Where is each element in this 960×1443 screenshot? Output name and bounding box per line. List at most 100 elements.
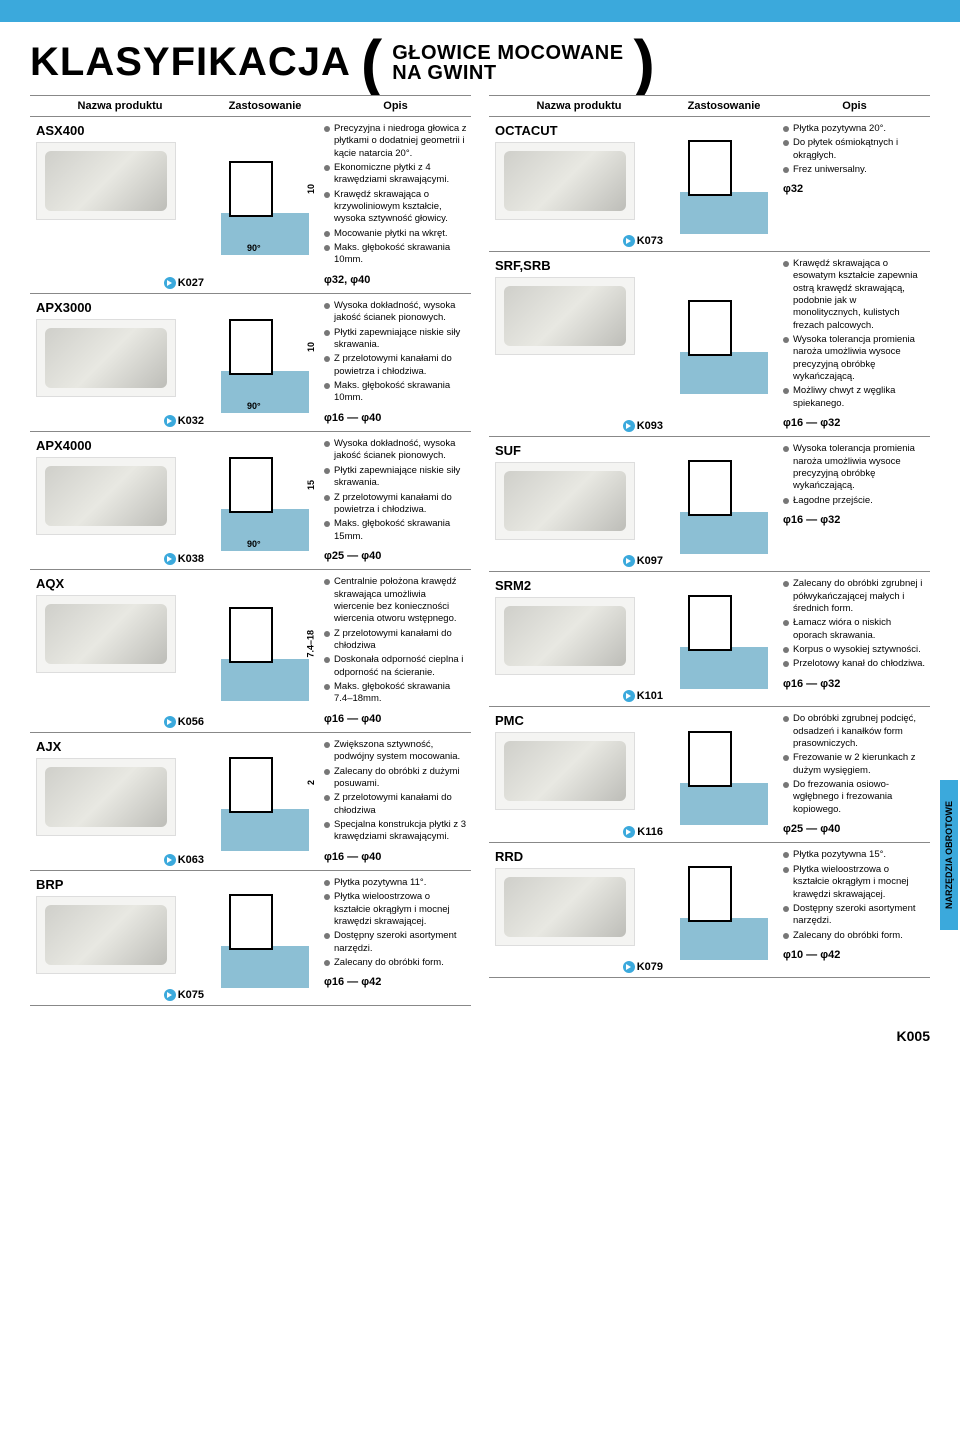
description-item: Z przelotowymi kanałami do powietrza i c… xyxy=(324,353,467,378)
description-item: Maks. głębokość skrawania 10mm. xyxy=(324,242,467,267)
catalog-ref-text: K056 xyxy=(178,716,204,728)
hdr-product: Nazwa produktu xyxy=(30,96,210,116)
application-diagram xyxy=(680,134,768,234)
catalog-ref: K038 xyxy=(164,553,204,565)
product-name: APX4000 xyxy=(36,438,204,453)
arrow-right-icon xyxy=(164,277,176,289)
catalog-ref: K027 xyxy=(164,277,204,289)
description-item: Korpus o wysokiej sztywności. xyxy=(783,644,926,656)
application-diagram xyxy=(680,294,768,394)
catalog-ref: K073 xyxy=(623,235,663,247)
catalog-ref: K056 xyxy=(164,716,204,728)
catalog-ref-text: K032 xyxy=(178,415,204,427)
description-item: Maks. głębokość skrawania 7.4–18mm. xyxy=(324,681,467,706)
description-item: Płytki zapewniające niskie siły skrawani… xyxy=(324,327,467,352)
catalog-ref-text: K027 xyxy=(178,277,204,289)
description-list: Płytka pozytywna 11°.Płytka wieloostrzow… xyxy=(324,877,467,969)
left-column: Nazwa produktu Zastosowanie Opis ASX400K… xyxy=(30,95,471,1006)
product-cell: AQXK056 xyxy=(30,570,210,732)
right-column: Nazwa produktu Zastosowanie Opis OCTACUT… xyxy=(489,95,930,1006)
description-list: Zalecany do obróbki zgrubnej i półwykańc… xyxy=(783,578,926,670)
arrow-right-icon xyxy=(623,826,635,838)
diagram-angle-label: 90° xyxy=(247,401,261,411)
top-bar xyxy=(0,0,960,22)
product-row: ASX400K0271090°Precyzyjna i niedroga gło… xyxy=(30,117,471,294)
diagram-insert-icon xyxy=(229,319,273,375)
subtitle-line1: GŁOWICE MOCOWANE xyxy=(392,43,623,63)
size-range: φ16 — φ32 xyxy=(783,677,926,691)
application-diagram: 2 xyxy=(221,751,309,851)
diagram-insert-icon xyxy=(688,731,732,787)
description-item: Dostępny szeroki asortyment narzędzi. xyxy=(783,903,926,928)
description-item: Do obróbki zgrubnej podcięć, odsadzeń i … xyxy=(783,713,926,750)
diagram-workpiece xyxy=(221,809,309,851)
description-cell: Precyzyjna i niedroga głowica z płytkami… xyxy=(320,117,471,293)
title-area: KLASYFIKACJA ( GŁOWICE MOCOWANE NA GWINT… xyxy=(0,22,960,95)
size-range: φ25 — φ40 xyxy=(783,822,926,836)
application-cell xyxy=(669,572,779,706)
product-name: PMC xyxy=(495,713,663,728)
product-cell: OCTACUTK073 xyxy=(489,117,669,251)
product-row: APX4000 K038 1590° Wysoka dokładność, wysok… xyxy=(30,432,471,570)
description-item: Do frezowania osiowo-wgłębnego i frezowa… xyxy=(783,779,926,816)
paren-close: ) xyxy=(634,41,655,85)
description-item: Maks. głębokość skrawania 10mm. xyxy=(324,380,467,405)
catalog-ref: K063 xyxy=(164,854,204,866)
product-row: APX3000K0321090°Wysoka dokładność, wysok… xyxy=(30,294,471,432)
description-cell: Płytka pozytywna 15°.Płytka wieloostrzow… xyxy=(779,843,930,977)
arrow-right-icon xyxy=(164,553,176,565)
description-item: Wysoka dokładność, wysoka jakość ścianek… xyxy=(324,438,467,463)
catalog-ref-text: K116 xyxy=(637,826,663,838)
side-tab-label: NARZĘDZIA OBROTOWE xyxy=(944,801,954,909)
product-cell: RRD K079 xyxy=(489,843,669,977)
application-diagram xyxy=(680,589,768,689)
catalog-ref-text: K079 xyxy=(637,961,663,973)
application-cell xyxy=(669,117,779,251)
description-list: Do obróbki zgrubnej podcięć, odsadzeń i … xyxy=(783,713,926,816)
description-item: Wysoka dokładność, wysoka jakość ścianek… xyxy=(324,300,467,325)
arrow-right-icon xyxy=(623,420,635,432)
description-cell: Płytka pozytywna 11°.Płytka wieloostrzow… xyxy=(320,871,471,1005)
arrow-right-icon xyxy=(623,235,635,247)
description-item: Płytka wieloostrzowa o kształcie okrągły… xyxy=(324,891,467,928)
description-item: Krawędź skrawająca o krzywoliniowym kszt… xyxy=(324,189,467,226)
product-name: SRF,SRB xyxy=(495,258,663,273)
description-list: Centralnie położona krawędź skrawająca u… xyxy=(324,576,467,705)
description-item: Płytka pozytywna 15°. xyxy=(783,849,926,861)
description-item: Dostępny szeroki asortyment narzędzi. xyxy=(324,930,467,955)
arrow-right-icon xyxy=(164,854,176,866)
description-item: Centralnie położona krawędź skrawająca u… xyxy=(324,576,467,625)
product-name: RRD xyxy=(495,849,663,864)
paren-open: ( xyxy=(361,41,382,85)
product-cell: ASX400K027 xyxy=(30,117,210,293)
diagram-workpiece xyxy=(680,783,768,825)
diagram-workpiece xyxy=(221,509,309,551)
product-image-placeholder xyxy=(36,896,176,974)
description-item: Do płytek ośmiokątnych i okrągłych. xyxy=(783,137,926,162)
product-cell: APX4000 K038 xyxy=(30,432,210,569)
description-item: Zalecany do obróbki zgrubnej i półwykańc… xyxy=(783,578,926,615)
product-row: SRM2K101Zalecany do obróbki zgrubnej i p… xyxy=(489,572,930,707)
description-item: Wysoka tolerancja promienia naroża umożl… xyxy=(783,443,926,492)
description-list: Zwiększona sztywność, podwójny system mo… xyxy=(324,739,467,844)
columns: Nazwa produktu Zastosowanie Opis ASX400K… xyxy=(0,95,960,1006)
subtitle: GŁOWICE MOCOWANE NA GWINT xyxy=(392,43,623,83)
product-image-placeholder xyxy=(495,142,635,220)
application-diagram: 1590° xyxy=(221,451,309,551)
description-item: Płytki zapewniające niskie siły skrawani… xyxy=(324,465,467,490)
header-row-left: Nazwa produktu Zastosowanie Opis xyxy=(30,95,471,117)
description-item: Krawędź skrawająca o esowatym kształcie … xyxy=(783,258,926,332)
description-list: Krawędź skrawająca o esowatym kształcie … xyxy=(783,258,926,410)
catalog-ref: K116 xyxy=(623,826,663,838)
description-item: Łamacz wióra o niskich oporach skrawania… xyxy=(783,617,926,642)
diagram-depth-label: 2 xyxy=(306,780,316,785)
subtitle-line2: NA GWINT xyxy=(392,63,623,83)
description-cell: Płytka pozytywna 20°.Do płytek ośmiokątn… xyxy=(779,117,930,251)
diagram-workpiece xyxy=(680,918,768,960)
catalog-ref-text: K038 xyxy=(178,553,204,565)
description-cell: Wysoka dokładność, wysoka jakość ścianek… xyxy=(320,432,471,569)
description-list: Płytka pozytywna 15°.Płytka wieloostrzow… xyxy=(783,849,926,941)
application-cell xyxy=(669,843,779,977)
description-cell: Krawędź skrawająca o esowatym kształcie … xyxy=(779,252,930,436)
arrow-right-icon xyxy=(623,961,635,973)
